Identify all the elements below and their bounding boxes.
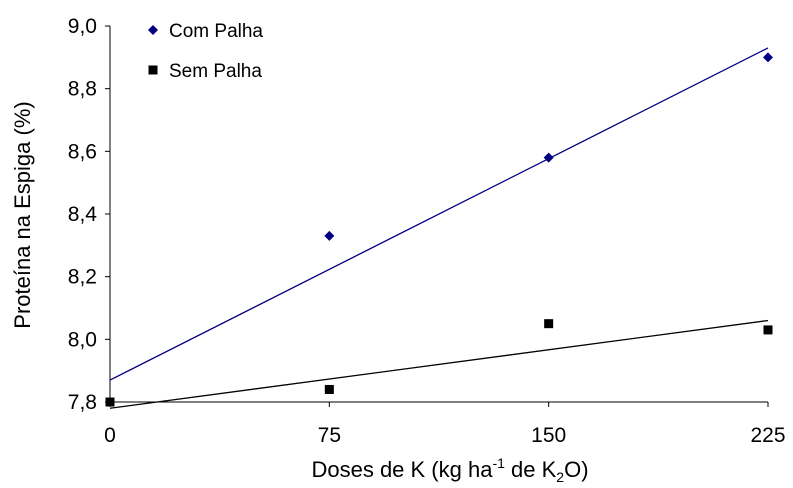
y-tick-label: 8,0 [68,328,97,351]
legend-marker [148,65,158,75]
x-axis-title-mid: de K [505,457,557,482]
y-tick-label: 8,8 [68,78,97,101]
y-axis-title: Proteína na Espiga (%) [10,101,35,328]
x-axis-title-end: O) [564,457,588,482]
legend-label: Sem Palha [169,61,262,82]
x-tick-label: 225 [750,424,785,447]
x-tick-label: 150 [531,424,566,447]
x-axis-title: Doses de K (kg ha-1 de K2O) [311,455,588,485]
legend-marker [148,25,158,35]
y-tick-label: 8,4 [68,203,98,226]
x-tick-label: 0 [104,424,116,447]
series-sem-palha [105,319,773,409]
y-tick-label: 8,2 [68,266,97,289]
trendline [109,319,769,409]
y-tick-label: 8,6 [68,140,97,163]
legend-label: Com Palha [169,21,263,42]
trendline [109,47,769,381]
data-point [543,152,554,163]
data-point [105,397,115,407]
tick-labels: 7,8 8,0 8,2 8,4 8,6 8,8 9,0 0 75 150 225 [68,15,786,447]
x-tick-label: 75 [318,424,341,447]
data-point [324,230,335,241]
data-point [763,52,773,63]
x-axis-title-sub: 2 [556,469,564,485]
data-point [763,325,773,335]
plot-area [105,25,773,409]
y-tick-label: 7,8 [68,391,97,414]
legend: Com Palha Sem Palha [148,21,263,82]
series-com-palha [105,47,773,407]
x-axis-title-main: Doses de K (kg ha [311,457,493,482]
data-point [324,384,334,394]
data-point [544,319,554,329]
x-axis-title-sup: -1 [492,455,505,471]
y-tick-label: 9,0 [68,15,97,38]
